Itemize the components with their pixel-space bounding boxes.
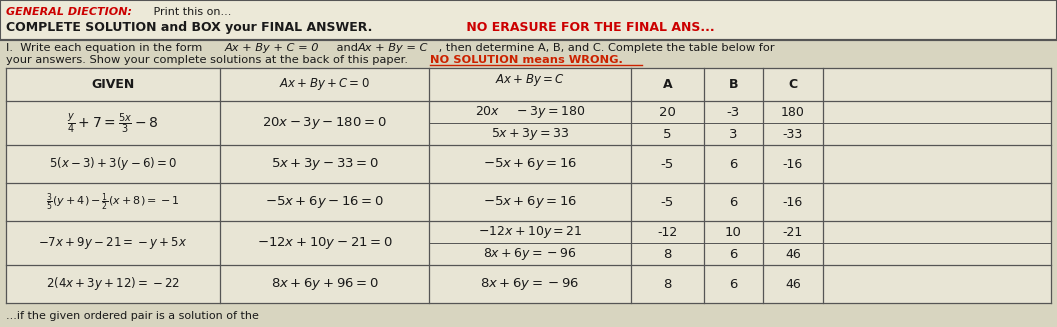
Text: $5x+3y-33=0$: $5x+3y-33=0$ bbox=[271, 156, 378, 172]
Text: $\frac{3}{5}(y+4)-\frac{1}{2}(x+8)=-1$: $\frac{3}{5}(y+4)-\frac{1}{2}(x+8)=-1$ bbox=[47, 191, 180, 213]
Text: $-5x+6y=16$: $-5x+6y=16$ bbox=[483, 194, 577, 210]
Text: 6: 6 bbox=[729, 278, 738, 290]
Text: A: A bbox=[663, 78, 672, 91]
Text: $20x-3y-180=0$: $20x-3y-180=0$ bbox=[262, 115, 387, 131]
Text: Ax + By + C = 0: Ax + By + C = 0 bbox=[225, 43, 319, 53]
Text: $20x\ \ \ \ -3y=180$: $20x\ \ \ \ -3y=180$ bbox=[475, 104, 586, 120]
Text: $\frac{y}{4}+7=\frac{5x}{3}-8$: $\frac{y}{4}+7=\frac{5x}{3}-8$ bbox=[68, 111, 159, 135]
Text: I.  Write each equation in the form: I. Write each equation in the form bbox=[6, 43, 206, 53]
Text: $Ax + By + C = 0$: $Ax + By + C = 0$ bbox=[279, 77, 370, 93]
Text: 46: 46 bbox=[785, 248, 801, 261]
Text: $-5x+6y=16$: $-5x+6y=16$ bbox=[483, 156, 577, 172]
Text: 20: 20 bbox=[660, 106, 675, 118]
Text: B: B bbox=[728, 78, 738, 91]
Text: C: C bbox=[789, 78, 797, 91]
Text: $-5x+6y-16=0$: $-5x+6y-16=0$ bbox=[265, 194, 384, 210]
Text: -16: -16 bbox=[783, 158, 803, 170]
Text: $Ax + By = C$: $Ax + By = C$ bbox=[496, 72, 564, 88]
Text: -33: -33 bbox=[783, 128, 803, 141]
Text: COMPLETE SOLUTION and BOX your FINAL ANSWER.: COMPLETE SOLUTION and BOX your FINAL ANS… bbox=[6, 21, 372, 34]
Text: 8: 8 bbox=[664, 278, 671, 290]
Text: $8x+6y=-96$: $8x+6y=-96$ bbox=[481, 276, 579, 292]
Text: $8x+6y+96=0$: $8x+6y+96=0$ bbox=[271, 276, 378, 292]
Text: , then determine A, B, and C. Complete the table below for: , then determine A, B, and C. Complete t… bbox=[435, 43, 775, 53]
Text: $5x+3y=33$: $5x+3y=33$ bbox=[490, 126, 570, 142]
Text: -5: -5 bbox=[661, 158, 674, 170]
Text: GENERAL DIECTION:: GENERAL DIECTION: bbox=[6, 7, 132, 17]
Bar bbox=[0, 0, 1057, 40]
Text: $-12x+10y=21$: $-12x+10y=21$ bbox=[478, 224, 582, 240]
Text: $2(4x+3y+12)=-22$: $2(4x+3y+12)=-22$ bbox=[47, 276, 180, 292]
Text: NO SOLUTION means WRONG.: NO SOLUTION means WRONG. bbox=[430, 55, 623, 65]
Text: NO ERASURE FOR THE FINAL ANS...: NO ERASURE FOR THE FINAL ANS... bbox=[462, 21, 715, 34]
Text: and: and bbox=[333, 43, 361, 53]
Text: GIVEN: GIVEN bbox=[92, 78, 134, 91]
Text: Ax + By = C: Ax + By = C bbox=[358, 43, 428, 53]
Text: 180: 180 bbox=[781, 106, 804, 118]
Text: $-7x+9y-21=-y+5x$: $-7x+9y-21=-y+5x$ bbox=[38, 235, 188, 251]
Text: $5(x-3)+3(y-6)=0$: $5(x-3)+3(y-6)=0$ bbox=[49, 156, 178, 173]
Text: 3: 3 bbox=[729, 128, 738, 141]
Text: 6: 6 bbox=[729, 248, 738, 261]
Text: Print this on...: Print this on... bbox=[150, 7, 231, 17]
Text: -21: -21 bbox=[783, 226, 803, 238]
Text: -5: -5 bbox=[661, 196, 674, 209]
Text: 6: 6 bbox=[729, 196, 738, 209]
Text: ...if the given ordered pair is a solution of the: ...if the given ordered pair is a soluti… bbox=[6, 311, 259, 321]
Text: -3: -3 bbox=[727, 106, 740, 118]
Text: $-12x+10y-21=0$: $-12x+10y-21=0$ bbox=[257, 235, 392, 251]
Text: -12: -12 bbox=[657, 226, 678, 238]
Text: 10: 10 bbox=[725, 226, 742, 238]
Text: $8x+6y=-96$: $8x+6y=-96$ bbox=[483, 246, 577, 262]
Bar bbox=[6, 68, 1051, 303]
Text: 46: 46 bbox=[785, 278, 801, 290]
Text: 5: 5 bbox=[663, 128, 672, 141]
Text: 8: 8 bbox=[664, 248, 671, 261]
Text: your answers. Show your complete solutions at the back of this paper.: your answers. Show your complete solutio… bbox=[6, 55, 415, 65]
Text: -16: -16 bbox=[783, 196, 803, 209]
Text: 6: 6 bbox=[729, 158, 738, 170]
